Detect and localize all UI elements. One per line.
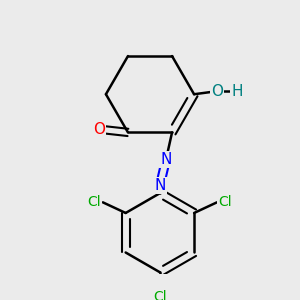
Text: H: H [232, 84, 243, 99]
Text: Cl: Cl [218, 195, 232, 209]
Text: Cl: Cl [88, 195, 101, 209]
Text: O: O [93, 122, 105, 137]
Text: O: O [211, 84, 223, 99]
Text: N: N [160, 152, 172, 167]
Text: Cl: Cl [153, 290, 167, 300]
Text: N: N [154, 178, 166, 193]
